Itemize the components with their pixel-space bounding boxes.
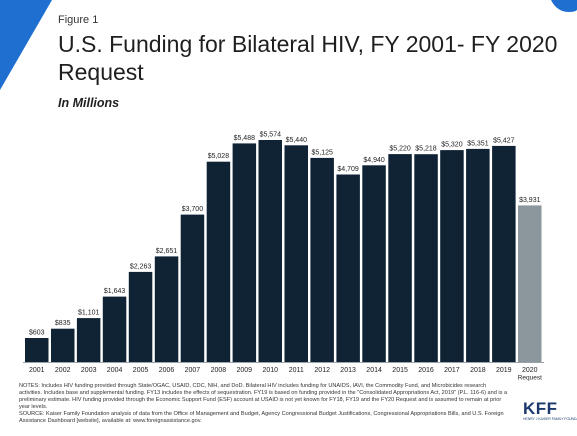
- chart-subtitle: In Millions: [58, 96, 120, 110]
- bar-2011: [284, 145, 308, 362]
- bar-2008: [206, 161, 231, 362]
- bar-2015: [388, 154, 412, 362]
- accent-triangle-shape: [0, 0, 52, 90]
- bar-2005: [128, 271, 153, 362]
- value-label-2014: $4,940: [363, 157, 385, 164]
- x-tick-label-2009: 2009: [237, 367, 253, 374]
- footnotes: NOTES: Includes HIV funding provided thr…: [19, 383, 509, 425]
- kff-logo: KFF HENRY J KAISER FAMILY FOUNDATION: [523, 399, 577, 426]
- x-tick-label-2003: 2003: [81, 367, 97, 374]
- logo-mark: KFF: [523, 399, 558, 418]
- source-text: SOURCE: Kaiser Family Foundation analysi…: [19, 411, 504, 424]
- chart-title: U.S. Funding for Bilateral HIV, FY 2001-…: [58, 31, 558, 85]
- bar-2019: [492, 145, 516, 362]
- x-tick-label-2005: 2005: [133, 367, 149, 374]
- bar-2009: [232, 143, 257, 362]
- value-label-2016: $5,218: [415, 146, 437, 153]
- value-label-2018: $5,351: [467, 140, 489, 147]
- value-label-2019: $5,427: [493, 137, 515, 144]
- bar-2016: [414, 154, 438, 362]
- x-tick-label-2010: 2010: [263, 367, 279, 374]
- bar-2003: [76, 318, 101, 362]
- x-tick-label-2007: 2007: [185, 367, 201, 374]
- bar-2001: [25, 338, 49, 362]
- x-tick-label-2002: 2002: [55, 367, 71, 374]
- bar-2013: [336, 174, 360, 362]
- x-tick-label-2014: 2014: [366, 367, 382, 374]
- value-label-2005: $2,263: [130, 263, 152, 270]
- value-label-2006: $2,651: [156, 248, 178, 255]
- bar-2018: [466, 148, 490, 362]
- bar-2004: [102, 296, 127, 362]
- x-tick-label-2016: 2016: [418, 367, 434, 374]
- value-label-2013: $4,709: [337, 166, 359, 173]
- x-tick-label-2017: 2017: [444, 367, 460, 374]
- corner-arc-shape: [551, 0, 577, 12]
- x-tick-label-2019: 2019: [496, 367, 512, 374]
- value-label-2017: $5,320: [441, 142, 463, 149]
- value-label-2012: $5,125: [311, 149, 333, 156]
- value-label-2011: $5,440: [286, 137, 308, 144]
- bar-2010: [258, 140, 282, 362]
- value-label-2004: $1,643: [104, 288, 126, 295]
- bar-2017: [440, 150, 464, 362]
- x-tick-label-2012: 2012: [314, 367, 330, 374]
- x-tick-sublabel-2020: Request: [518, 375, 542, 382]
- value-label-2009: $5,488: [234, 135, 256, 142]
- value-label-2020: $3,931: [519, 197, 541, 204]
- notes-text: NOTES: Includes HIV funding provided thr…: [19, 383, 508, 410]
- x-tick-label-2001: 2001: [29, 367, 45, 374]
- bar-2020: [518, 205, 542, 362]
- value-label-2007: $3,700: [182, 206, 204, 213]
- logo-subtext: HENRY J KAISER FAMILY FOUNDATION: [523, 417, 577, 421]
- x-tick-label-2020: 2020: [522, 367, 538, 374]
- x-tick-label-2004: 2004: [107, 367, 123, 374]
- bar-2007: [180, 214, 205, 362]
- value-label-2015: $5,220: [389, 146, 411, 153]
- value-label-2001: $603: [29, 330, 45, 337]
- value-label-2008: $5,028: [208, 153, 230, 160]
- corner-arc-decoration: [551, 0, 577, 12]
- value-label-2010: $5,574: [260, 132, 282, 139]
- x-tick-label-2013: 2013: [340, 367, 356, 374]
- bar-2002: [51, 328, 75, 362]
- x-tick-label-2011: 2011: [289, 367, 304, 374]
- bar-2012: [310, 157, 334, 362]
- x-tick-label-2015: 2015: [392, 367, 408, 374]
- bar-2014: [362, 165, 386, 362]
- value-label-2003: $1,101: [78, 310, 100, 317]
- value-label-2002: $835: [55, 320, 71, 327]
- figure-label: Figure 1: [58, 14, 99, 26]
- x-tick-label-2018: 2018: [470, 367, 486, 374]
- x-tick-label-2006: 2006: [159, 367, 175, 374]
- accent-triangle: [0, 0, 52, 90]
- x-tick-label-2008: 2008: [211, 367, 227, 374]
- bar-2006: [154, 256, 179, 362]
